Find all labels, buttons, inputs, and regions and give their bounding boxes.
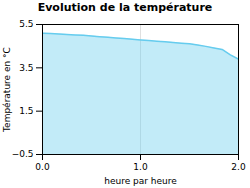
svg-text:2.0: 2.0 bbox=[231, 162, 246, 172]
svg-text:5.5: 5.5 bbox=[19, 19, 33, 29]
html-text:Evolution de la température: Evolution de la température bbox=[37, 1, 213, 14]
svg-text:Température en °C: Température en °C bbox=[2, 47, 12, 133]
svg-text:3.5: 3.5 bbox=[19, 63, 33, 73]
svg-text:0.0: 0.0 bbox=[35, 162, 50, 172]
svg-text:−0.5: −0.5 bbox=[12, 149, 34, 159]
svg-text:1.5: 1.5 bbox=[19, 106, 33, 116]
svg-text:heure par heure: heure par heure bbox=[104, 176, 177, 186]
svg-text:1.0: 1.0 bbox=[133, 162, 148, 172]
